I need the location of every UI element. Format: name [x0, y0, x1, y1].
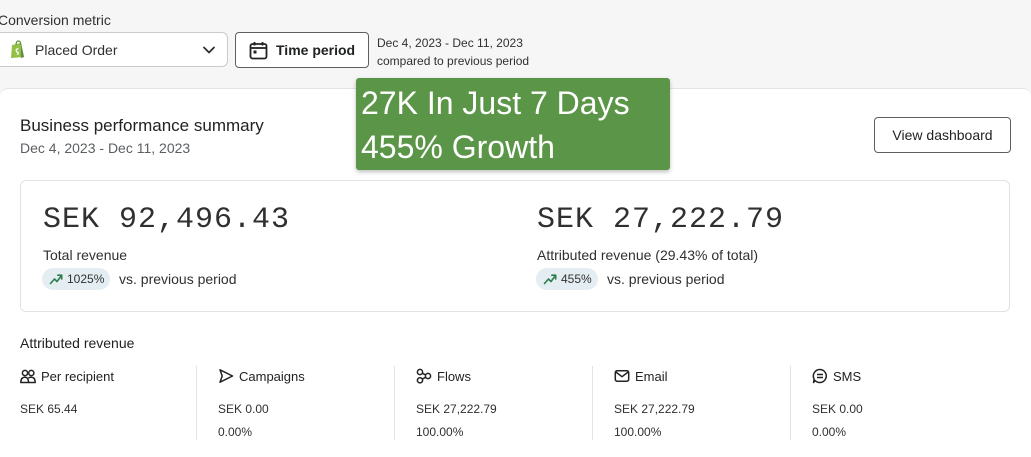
flows-value: SEK 27,222.79	[416, 402, 497, 416]
trend-up-icon	[49, 274, 63, 285]
sms-column: SMS SEK 0.00 0.00%	[812, 366, 982, 440]
conversion-metric-value: Placed Order	[35, 41, 118, 58]
conversion-metric-select[interactable]: Placed Order	[0, 32, 228, 67]
column-divider	[394, 366, 395, 440]
sms-icon	[812, 368, 828, 384]
send-icon	[219, 369, 234, 383]
date-range-info: Dec 4, 2023 - Dec 11, 2023 compared to p…	[377, 34, 529, 70]
total-revenue-label: Total revenue	[43, 247, 128, 263]
date-range-dates: Dec 4, 2023 - Dec 11, 2023	[377, 36, 523, 50]
summary-title: Business performance summary	[20, 116, 264, 135]
attributed-revenue-title: Attributed revenue	[20, 335, 135, 351]
email-column: Email SEK 27,222.79 100.00%	[614, 366, 784, 440]
growth-overlay-banner: 27K In Just 7 Days 455% Growth	[356, 78, 670, 170]
flows-percent: 100.00%	[416, 425, 464, 439]
trend-up-icon	[543, 274, 557, 285]
flows-heading: Flows	[437, 368, 471, 384]
column-divider	[790, 366, 791, 440]
sms-heading: SMS	[833, 368, 862, 384]
overlay-line-2: 455% Growth	[361, 129, 555, 165]
campaigns-value: SEK 0.00	[218, 402, 269, 416]
people-icon	[20, 369, 36, 384]
total-revenue-value: SEK 92,496.43	[43, 203, 291, 237]
sms-value: SEK 0.00	[812, 402, 863, 416]
campaigns-percent: 0.00%	[218, 425, 253, 439]
total-revenue-change-badge: 1025%	[42, 268, 111, 290]
email-value: SEK 27,222.79	[614, 402, 695, 416]
flow-icon	[416, 368, 432, 384]
attributed-revenue-change-suffix: vs. previous period	[607, 271, 725, 287]
attributed-revenue-label: Attributed revenue (29.43% of total)	[537, 247, 759, 263]
date-range-compare: compared to previous period	[377, 54, 530, 68]
overlay-line-1: 27K In Just 7 Days	[361, 85, 630, 121]
total-revenue-change: 1025%	[67, 272, 105, 286]
time-period-button[interactable]: Time period	[235, 32, 369, 68]
column-divider	[196, 366, 197, 440]
email-percent: 100.00%	[614, 425, 662, 439]
per-recipient-column: Per recipient SEK 65.44	[20, 366, 190, 440]
conversion-metric-label: Conversion metric	[0, 12, 111, 28]
campaigns-heading: Campaigns	[239, 368, 305, 384]
flows-column: Flows SEK 27,222.79 100.00%	[416, 366, 586, 440]
total-revenue-change-suffix: vs. previous period	[119, 271, 237, 287]
per-recipient-heading: Per recipient	[41, 368, 114, 384]
time-period-label: Time period	[276, 42, 356, 58]
calendar-icon	[249, 41, 268, 59]
shopify-icon	[11, 40, 24, 58]
per-recipient-value: SEK 65.44	[20, 402, 78, 416]
chevron-down-icon	[203, 46, 215, 54]
summary-date: Dec 4, 2023 - Dec 11, 2023	[20, 140, 191, 156]
column-divider	[592, 366, 593, 440]
metrics-box	[20, 180, 1010, 312]
sms-percent: 0.00%	[812, 425, 847, 439]
email-heading: Email	[635, 368, 668, 384]
email-icon	[614, 370, 630, 382]
attributed-revenue-value: SEK 27,222.79	[537, 203, 785, 237]
attributed-revenue-change: 455%	[561, 272, 592, 286]
campaigns-column: Campaigns SEK 0.00 0.00%	[218, 366, 388, 440]
attributed-revenue-change-badge: 455%	[536, 268, 598, 290]
view-dashboard-button[interactable]: View dashboard	[874, 117, 1011, 153]
